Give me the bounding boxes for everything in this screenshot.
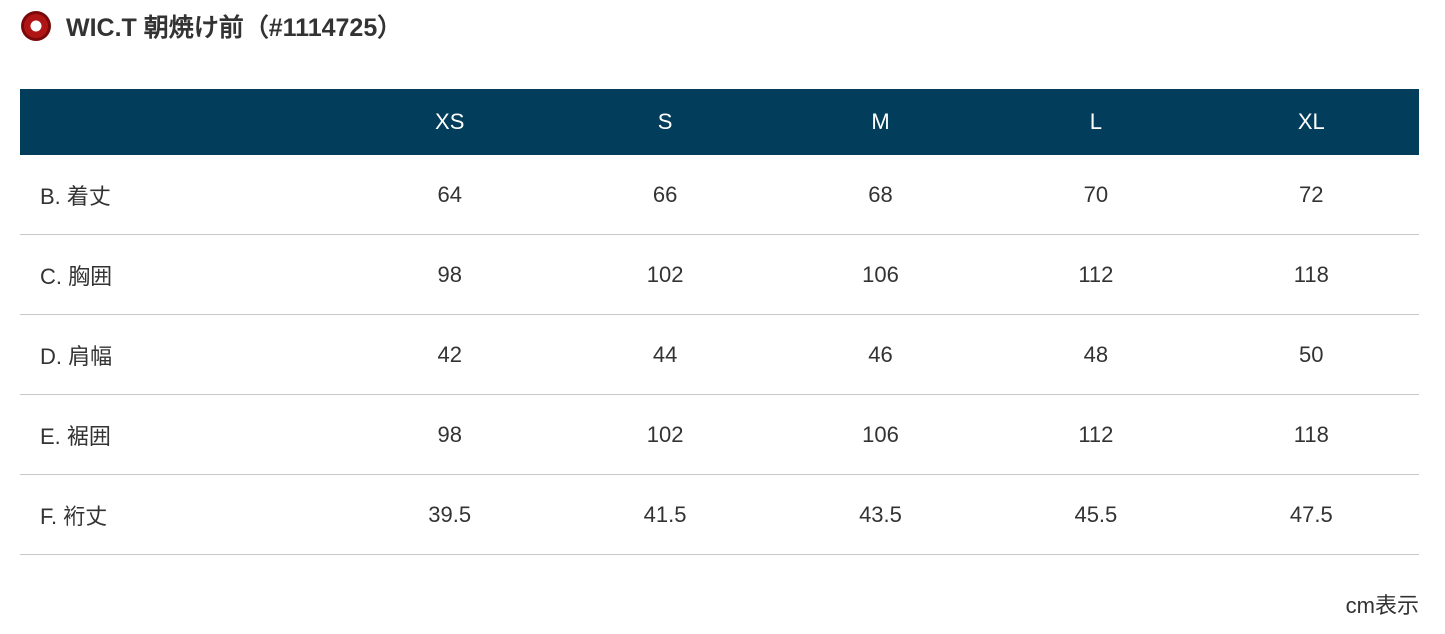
row-label: E. 裾囲 [20,394,342,475]
cell: 64 [342,155,558,235]
column-header: M [772,89,989,155]
cell: 68 [772,155,989,235]
cell: 72 [1203,155,1419,235]
size-table: XS S M L XL B. 着丈 64 66 68 70 72 C. 胸囲 98 102 106 112 1… [20,89,1419,555]
header: WIC.T 朝焼け前（#1114725） [20,8,402,44]
table-row: E. 裾囲 98 102 106 112 118 [20,394,1419,475]
cell: 43.5 [772,474,989,555]
corner-cell [20,89,342,155]
cell: 98 [342,234,558,315]
column-header: S [557,89,773,155]
row-label: C. 胸囲 [20,234,342,315]
cell: 41.5 [557,474,773,555]
cell: 118 [1203,234,1419,315]
cell: 102 [557,394,773,475]
title: WIC.T 朝焼け前（#1114725） [66,14,403,42]
row-label: F. 裄丈 [20,474,342,555]
cell: 118 [1203,394,1419,475]
header-row: XS S M L XL [20,89,1419,155]
table-row: C. 胸囲 98 102 106 112 118 [20,234,1419,315]
cell: 46 [772,314,989,395]
cell: 50 [1203,314,1419,395]
cell: 102 [557,234,773,315]
cell: 66 [557,155,773,235]
cell: 47.5 [1203,474,1419,555]
table-row: B. 着丈 64 66 68 70 72 [20,155,1419,235]
unit-note: cm表示 [1345,593,1419,618]
cell: 112 [988,234,1204,315]
column-header: XL [1203,89,1419,155]
table-row: F. 裄丈 39.5 41.5 43.5 45.5 47.5 [20,474,1419,555]
row-label: B. 着丈 [20,155,342,235]
column-header: L [988,89,1204,155]
table-row: D. 肩幅 42 44 46 48 50 [20,314,1419,395]
cell: 106 [772,234,989,315]
title-icon [21,11,51,41]
cell: 112 [988,394,1204,475]
cell: 70 [988,155,1204,235]
cell: 48 [988,314,1204,395]
cell: 45.5 [988,474,1204,555]
cell: 42 [342,314,558,395]
cell: 98 [342,394,558,475]
cell: 39.5 [342,474,558,555]
cell: 44 [557,314,773,395]
row-label: D. 肩幅 [20,314,342,395]
column-header: XS [342,89,558,155]
cell: 106 [772,394,989,475]
